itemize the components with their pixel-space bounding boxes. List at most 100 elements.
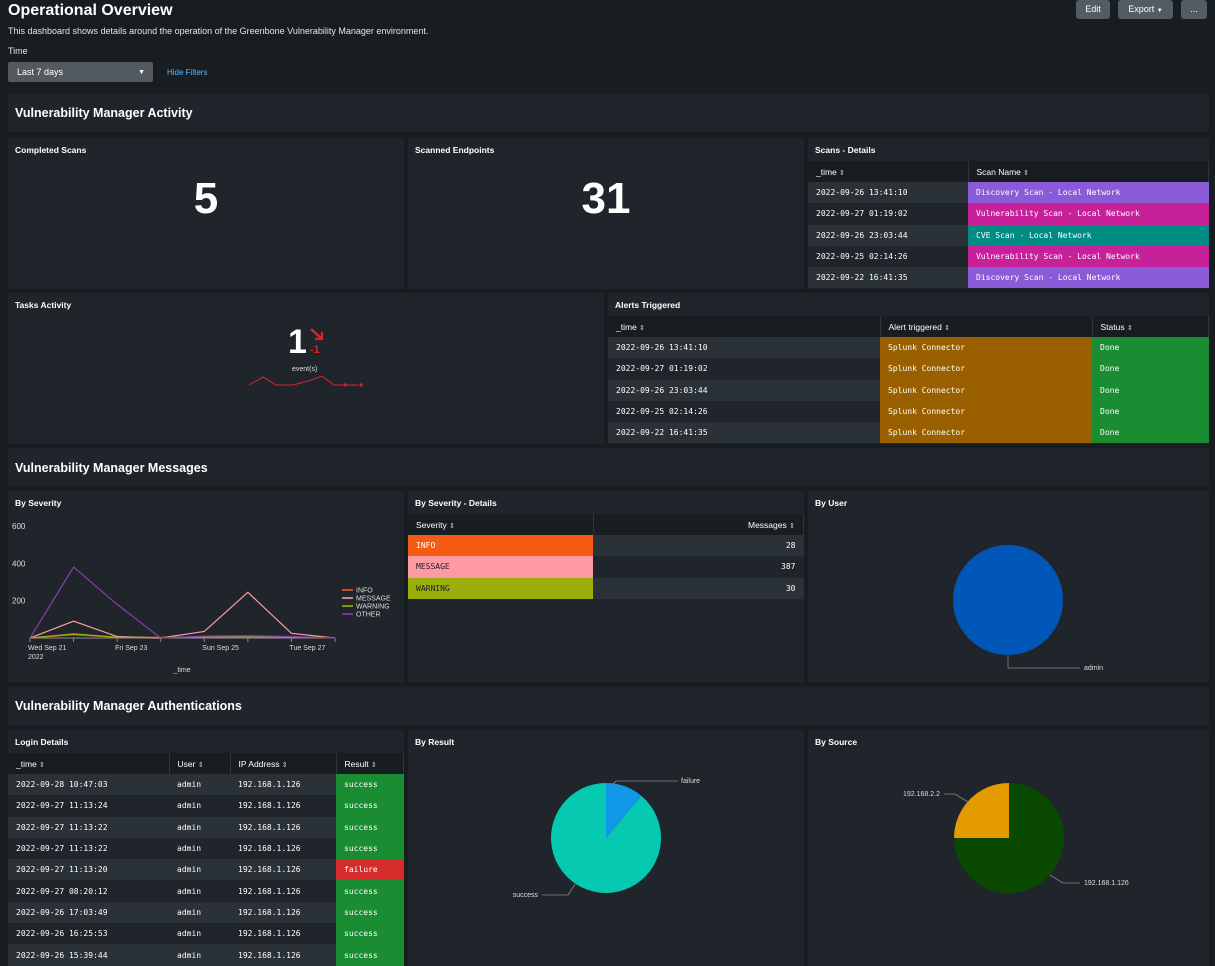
- y-tick-label: 400: [12, 559, 26, 568]
- table-row: 2022-09-26 13:41:10 Discovery Scan - Loca…: [808, 182, 1209, 204]
- alert-time-cell: 2022-09-26 23:03:44: [608, 379, 880, 401]
- column-header-time[interactable]: _time ⇕: [608, 316, 881, 337]
- scanned-endpoints-panel: Scanned Endpoints 31: [408, 138, 804, 289]
- alert-name-cell: Splunk Connector: [880, 358, 1092, 380]
- login-ip-cell: 192.168.1.126: [230, 944, 336, 966]
- y-tick-label: 200: [12, 597, 26, 606]
- message-count-cell: 28: [593, 535, 804, 557]
- alert-status-cell: Done: [1092, 400, 1209, 423]
- export-button[interactable]: Export ▼: [1118, 0, 1173, 19]
- login-time-cell: 2022-09-28 10:47:03: [8, 774, 169, 796]
- page-description: This dashboard shows details around the …: [8, 26, 429, 36]
- sort-icon: ⇕: [39, 761, 46, 769]
- column-header-ip[interactable]: IP Address ⇕: [230, 753, 337, 774]
- sort-icon: ⇕: [789, 522, 795, 530]
- login-result-cell: success: [336, 901, 404, 924]
- login-ip-cell: 192.168.1.126: [230, 859, 336, 881]
- scan-name-cell: Vulnerability Scan - Local Network: [968, 203, 1209, 225]
- scans-details-title: Scans - Details: [815, 145, 876, 155]
- login-result-cell: success: [336, 816, 404, 838]
- scan-name-cell: Discovery Scan - Local Network: [968, 182, 1209, 204]
- column-header-alert[interactable]: Alert triggered ⇕: [880, 316, 1093, 337]
- time-range-select[interactable]: Last 7 days ▼: [8, 62, 153, 82]
- scans-details-table: _time ⇕ Scan Name ⇕ 2022-09-26 13:41:10 D…: [808, 161, 1209, 289]
- completed-scans-title: Completed Scans: [15, 145, 87, 155]
- column-header-time[interactable]: _time ⇕: [808, 161, 969, 182]
- pie-slice-failure: [606, 783, 642, 838]
- alert-status-cell: Done: [1092, 422, 1209, 444]
- login-user-cell: admin: [169, 816, 230, 838]
- login-ip-cell: 192.168.1.126: [230, 816, 336, 838]
- table-row: MESSAGE 387: [408, 556, 804, 578]
- table-row: 2022-09-22 16:41:35 Discovery Scan - Loca…: [808, 267, 1209, 289]
- pie-label: 192.168.1.126: [1084, 880, 1129, 887]
- login-user-cell: admin: [169, 944, 230, 966]
- alerts-table: _time ⇕ Alert triggered ⇕ Status ⇕ 2022-…: [608, 316, 1209, 444]
- by-user-pie-chart: admin: [953, 545, 1103, 672]
- login-user-cell: admin: [169, 923, 230, 945]
- table-row: 2022-09-27 11:13:24 admin 192.168.1.126 suc…: [8, 795, 404, 817]
- x-axis-title: _time: [172, 667, 190, 674]
- login-ip-cell: 192.168.1.126: [230, 774, 336, 796]
- section-activity-header: Vulnerability Manager Activity: [8, 94, 1209, 132]
- table-row: 2022-09-27 11:13:22 admin 192.168.1.126 suc…: [8, 837, 404, 860]
- login-result-cell: failure: [336, 859, 404, 881]
- column-header-scan-name[interactable]: Scan Name ⇕: [968, 161, 1209, 182]
- login-time-cell: 2022-09-27 11:13:22: [8, 837, 169, 860]
- completed-scans-panel: Completed Scans 5: [8, 138, 404, 289]
- login-result-cell: success: [336, 774, 404, 796]
- chevron-down-icon: ▼: [1156, 8, 1163, 14]
- pie-leader-line: [944, 793, 969, 803]
- by-result-pie-chart: failure success: [513, 778, 700, 899]
- hide-filters-link[interactable]: Hide Filters: [167, 68, 208, 77]
- scanned-endpoints-value: 31: [581, 174, 631, 223]
- y-tick-label: 600: [12, 522, 26, 531]
- login-result-cell: success: [336, 795, 404, 817]
- column-header-status[interactable]: Status ⇕: [1092, 316, 1209, 337]
- severity-line-chart: 600 400 200 Wed Sep 21 2022 Fri Sep 23 Sun Sep…: [12, 522, 391, 674]
- x-tick-label: Sun Sep 25: [202, 645, 239, 652]
- section-messages-header: Vulnerability Manager Messages: [8, 448, 1209, 486]
- scan-time-cell: 2022-09-27 01:19:02: [808, 203, 968, 225]
- severity-details-title: By Severity - Details: [415, 498, 497, 508]
- column-header-severity[interactable]: Severity ⇕: [408, 514, 594, 535]
- alert-time-cell: 2022-09-27 01:19:02: [608, 358, 880, 380]
- column-header-result[interactable]: Result ⇕: [336, 753, 404, 774]
- scan-time-cell: 2022-09-26 13:41:10: [808, 182, 968, 204]
- sort-icon: ⇕: [1023, 169, 1030, 177]
- table-row: WARNING 30: [408, 577, 804, 599]
- login-time-cell: 2022-09-27 08:20:12: [8, 880, 169, 902]
- legend-label-other: OTHER: [356, 612, 381, 619]
- login-ip-cell: 192.168.1.126: [230, 923, 336, 945]
- table-row: 2022-09-27 01:19:02 Splunk Connector Done: [608, 358, 1209, 380]
- login-user-cell: admin: [169, 880, 230, 902]
- by-result-panel: By Result failure success: [408, 730, 804, 966]
- severity-cell: MESSAGE: [408, 556, 593, 578]
- column-header-user[interactable]: User ⇕: [169, 753, 231, 774]
- trend-down-icon: [310, 328, 324, 341]
- pie-label: success: [513, 892, 539, 899]
- more-actions-button[interactable]: ...: [1181, 0, 1207, 19]
- column-header-messages[interactable]: Messages ⇕: [593, 514, 804, 535]
- tasks-activity-delta: -1: [310, 344, 320, 356]
- sort-icon: ⇕: [1126, 324, 1133, 332]
- column-header-time[interactable]: _time ⇕: [8, 753, 170, 774]
- tasks-activity-value: 1: [288, 323, 307, 361]
- sort-icon: ⇕: [281, 761, 288, 769]
- pie-slice-success: [551, 783, 661, 893]
- series-line-other: [29, 566, 336, 639]
- alert-time-cell: 2022-09-26 13:41:10: [608, 337, 880, 359]
- table-row: INFO 28: [408, 535, 804, 557]
- scans-details-panel: Scans - Details _time ⇕ Scan Name ⇕ 2022…: [808, 138, 1209, 289]
- alert-time-cell: 2022-09-25 02:14:26: [608, 400, 880, 423]
- by-result-title: By Result: [415, 737, 455, 747]
- sort-icon: ⇕: [449, 522, 455, 530]
- table-row: 2022-09-28 10:47:03 admin 192.168.1.126 suc…: [8, 774, 404, 796]
- table-row: 2022-09-25 02:14:26 Splunk Connector Done: [608, 400, 1209, 423]
- login-user-cell: admin: [169, 901, 230, 924]
- login-ip-cell: 192.168.1.126: [230, 901, 336, 924]
- edit-button[interactable]: Edit: [1076, 0, 1110, 19]
- scan-time-cell: 2022-09-22 16:41:35: [808, 267, 968, 289]
- login-ip-cell: 192.168.1.126: [230, 837, 336, 860]
- login-result-cell: success: [336, 944, 404, 966]
